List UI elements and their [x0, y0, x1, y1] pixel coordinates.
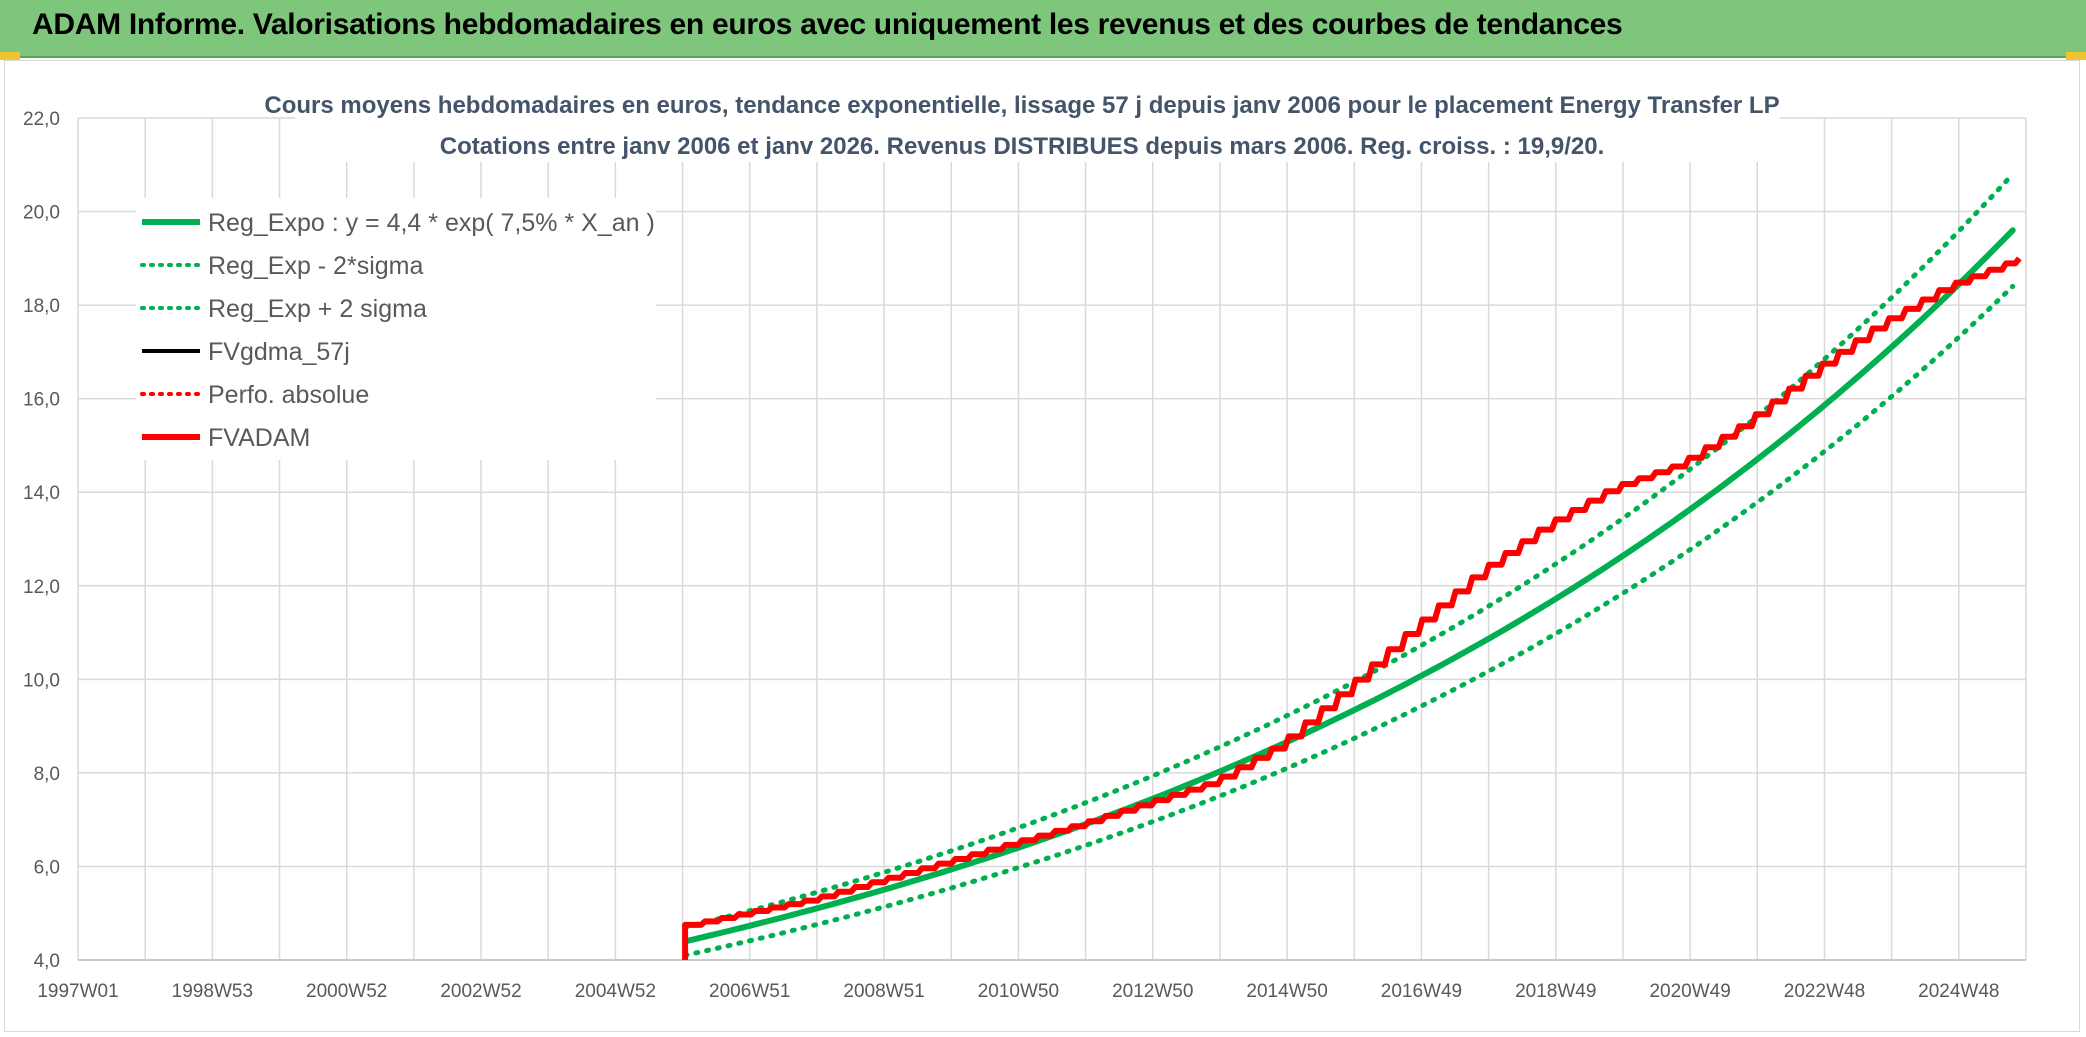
title-background — [295, 84, 1780, 162]
x-tick-label: 2002W52 — [440, 981, 521, 1002]
legend-label: FVgdma_57j — [208, 338, 350, 366]
x-tick-label: 2018W49 — [1515, 981, 1596, 1002]
corner-accent-right — [2066, 52, 2086, 60]
y-tick-label: 8,0 — [34, 764, 60, 785]
y-tick-label: 16,0 — [23, 390, 60, 411]
y-tick-label: 12,0 — [23, 577, 60, 598]
chart-frame — [4, 60, 2080, 1032]
legend-background — [136, 198, 656, 460]
y-tick-label: 22,0 — [23, 109, 60, 130]
x-tick-label: 1997W01 — [37, 981, 118, 1002]
x-tick-label: 2010W50 — [978, 981, 1059, 1002]
x-tick-label: 2020W49 — [1649, 981, 1730, 1002]
x-tick-label: 2014W50 — [1246, 981, 1327, 1002]
x-tick-label: 2004W52 — [575, 981, 656, 1002]
corner-accent-left — [0, 52, 20, 60]
x-tick-label: 2022W48 — [1784, 981, 1865, 1002]
y-tick-label: 4,0 — [34, 951, 60, 972]
chart-subtitle: Cotations entre janv 2006 et janv 2026. … — [440, 133, 1605, 160]
series-fvadam — [682, 256, 2022, 960]
legend-label: Perfo. absolue — [208, 381, 369, 409]
y-tick-label: 10,0 — [23, 670, 60, 691]
x-tick-label: 1998W53 — [172, 981, 253, 1002]
x-tick-label: 2016W49 — [1381, 981, 1462, 1002]
y-tick-label: 18,0 — [23, 296, 60, 317]
header-bar: ADAM Informe. Valorisations hebdomadaire… — [0, 0, 2086, 58]
y-tick-label: 20,0 — [23, 203, 60, 224]
y-tick-label: 6,0 — [34, 857, 60, 878]
legend-label: FVADAM — [208, 424, 310, 452]
page-title: ADAM Informe. Valorisations hebdomadaire… — [32, 8, 1623, 41]
legend-label: Reg_Exp + 2 sigma — [208, 295, 427, 323]
series-reg-expo — [682, 227, 2016, 945]
x-tick-label: 2000W52 — [306, 981, 387, 1002]
x-tick-label: 2024W48 — [1918, 981, 1999, 1002]
x-tick-label: 2008W51 — [843, 981, 924, 1002]
legend-label: Reg_Expo : y = 4,4 * exp( 7,5% * X_an ) — [208, 209, 655, 237]
legend-label: Reg_Exp - 2*sigma — [208, 252, 423, 280]
y-tick-label: 14,0 — [23, 483, 60, 504]
chart-title: Cours moyens hebdomadaires en euros, ten… — [264, 92, 1779, 119]
x-tick-label: 2012W50 — [1112, 981, 1193, 1002]
x-tick-label: 2006W51 — [709, 981, 790, 1002]
